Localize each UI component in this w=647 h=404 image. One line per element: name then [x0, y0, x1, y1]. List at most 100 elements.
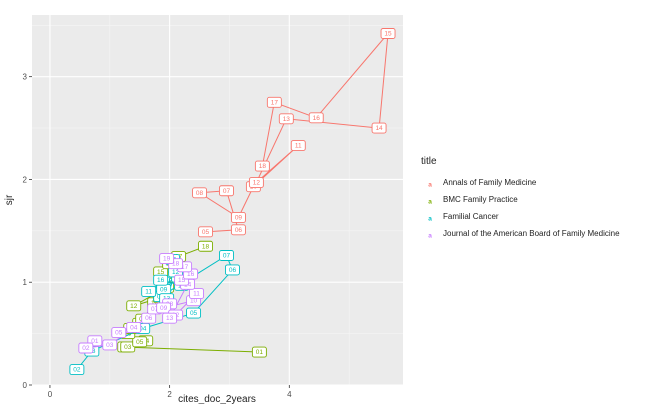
point-label: 17 — [181, 264, 189, 271]
legend-key: a — [428, 182, 432, 189]
point-label: 05 — [202, 229, 210, 236]
point-label: 16 — [187, 271, 195, 278]
point-label: 12 — [253, 180, 261, 187]
point-label: 16 — [313, 115, 321, 122]
point-label: 09 — [160, 286, 168, 293]
point-label: 06 — [124, 331, 132, 338]
point-label: 05 — [115, 330, 123, 337]
point-label: 06 — [229, 267, 237, 274]
point-label-box — [189, 288, 205, 299]
point-label: 18 — [259, 163, 267, 170]
point-label-box — [78, 342, 94, 354]
data-point: 09 — [230, 212, 246, 223]
legend-entry-label: BMC Family Practice — [443, 195, 518, 204]
point-label-box — [141, 286, 157, 297]
x-tick-label: 0 — [48, 390, 53, 399]
data-point: 05 — [111, 327, 127, 339]
data-point: 12 — [126, 300, 142, 312]
point-label: 06 — [145, 315, 153, 322]
data-point: 06 — [230, 224, 246, 236]
point-label: 11 — [145, 288, 152, 295]
point-label: 16 — [157, 277, 165, 284]
data-point: 05 — [198, 226, 213, 238]
point-label: 03 — [124, 344, 132, 351]
data-point: 13 — [162, 312, 178, 324]
point-label: 01 — [256, 349, 264, 356]
x-axis-title: cites_doc_2years — [178, 394, 256, 404]
data-point: 04 — [126, 321, 142, 333]
point-label: 05 — [136, 339, 144, 346]
point-label-box — [198, 240, 213, 252]
data-point: 09 — [156, 283, 172, 295]
data-point: 15 — [153, 266, 169, 278]
point-label-box — [225, 264, 240, 276]
point-label-box — [162, 312, 178, 324]
point-label: 17 — [271, 99, 279, 106]
y-tick-label: 1 — [23, 278, 28, 287]
grid-major — [32, 15, 403, 386]
point-label: 02 — [82, 345, 90, 352]
legend-entry-label: Journal of the American Board of Family … — [443, 229, 620, 238]
y-axis-title: sjr — [4, 194, 15, 205]
data-point: 14 — [371, 122, 387, 134]
y-tick-label: 3 — [23, 73, 28, 82]
data-point: 02 — [78, 342, 94, 354]
point-label: 12 — [172, 269, 180, 276]
data-point: 03 — [102, 339, 118, 351]
data-point: 18 — [198, 240, 213, 252]
data-point: 11 — [189, 288, 205, 299]
data-point: 07 — [219, 250, 234, 261]
point-label-box — [371, 122, 387, 134]
x-tick-label: 2 — [167, 390, 172, 399]
point-label: 06 — [235, 227, 243, 234]
data-point: 15 — [380, 28, 396, 39]
series-layer: 0506070809101112131415161718010203040506… — [69, 28, 396, 376]
point-label: 13 — [283, 116, 291, 123]
point-label-box — [132, 336, 148, 348]
point-label: 15 — [157, 269, 165, 276]
data-point: 06 — [225, 264, 240, 276]
point-label-box — [186, 307, 202, 319]
point-label-box — [69, 364, 85, 376]
data-point: 16 — [153, 274, 169, 286]
point-label: 02 — [73, 367, 81, 374]
legend-key: a — [428, 216, 432, 223]
point-label: 15 — [384, 31, 392, 38]
point-label-box — [254, 160, 270, 172]
point-label: 04 — [139, 325, 147, 332]
point-label-box — [159, 253, 175, 265]
point-label: 18 — [172, 261, 180, 268]
legend-entry-label: Familial Cancer — [443, 212, 499, 221]
point-label: 08 — [196, 190, 204, 197]
point-label: 15 — [178, 277, 186, 284]
data-point: 12 — [248, 177, 264, 188]
point-label: 05 — [190, 310, 198, 317]
legend: title a Annals of Family Medicine a BMC Fam… — [421, 156, 620, 240]
x-tick-label: 4 — [287, 390, 292, 399]
point-label-box — [219, 185, 234, 197]
y-tick-label: 0 — [23, 381, 28, 390]
point-label: 19 — [163, 256, 171, 263]
point-label-box — [251, 346, 267, 358]
point-label: 11 — [193, 291, 200, 298]
point-label: 07 — [151, 306, 159, 313]
point-label-box — [192, 187, 207, 199]
point-label-box — [126, 300, 142, 312]
data-point: 06 — [141, 312, 157, 324]
point-label-box — [219, 250, 234, 261]
series-group: 01020304050607080910111213141516171819 — [78, 253, 205, 354]
point-label: 03 — [106, 342, 114, 349]
point-label: 10 — [190, 298, 198, 305]
legend-key: a — [428, 233, 432, 240]
data-point: 11 — [141, 286, 157, 297]
legend-key: a — [428, 199, 432, 206]
point-label-box — [153, 274, 169, 286]
data-point: 16 — [308, 112, 324, 124]
data-point: 13 — [278, 113, 294, 125]
data-point: 05 — [132, 336, 148, 348]
point-label-box — [290, 140, 306, 151]
data-point: 17 — [266, 96, 282, 108]
point-label: 12 — [130, 303, 138, 310]
point-label-box — [102, 339, 118, 351]
